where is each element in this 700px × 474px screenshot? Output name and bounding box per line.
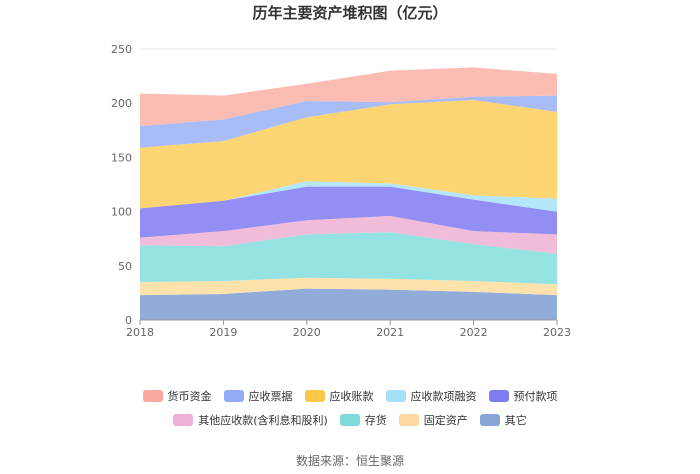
y-tick-label: 50	[118, 260, 132, 273]
legend-label: 预付款项	[513, 390, 558, 403]
x-tick-label: 2020	[293, 326, 321, 339]
x-tick-label: 2022	[460, 326, 488, 339]
area-series-预付款项	[140, 186, 557, 238]
area-series	[140, 67, 557, 320]
legend-label: 应收票据	[248, 390, 293, 403]
y-tick-label: 100	[111, 206, 132, 219]
area-series-货币资金	[140, 67, 557, 126]
legend-label: 应收账款	[329, 390, 374, 403]
x-tick-label: 2019	[209, 326, 237, 339]
area-series-其他应收款(含利息和股利)	[140, 215, 557, 254]
legend-item[interactable]: 预付款项	[488, 388, 558, 404]
legend-label: 应收款项融资	[410, 390, 477, 403]
legend-row: 货币资金 应收票据 应收账款 应收款项融资 预付款项	[0, 388, 700, 404]
y-tick-label: 250	[111, 43, 132, 56]
legend: 货币资金 应收票据 应收账款 应收款项融资 预付款项 其他应收款(含利息和股利) 存货 固定…	[0, 388, 700, 436]
legend-item[interactable]: 其它	[479, 412, 527, 428]
area-series-存货	[140, 232, 557, 285]
legend-swatch	[398, 414, 419, 426]
y-tick-label: 150	[111, 151, 132, 164]
area-series-固定资产	[140, 277, 557, 296]
legend-swatch	[339, 414, 360, 426]
legend-item[interactable]: 货币资金	[142, 388, 212, 404]
legend-item[interactable]: 存货	[339, 412, 387, 428]
legend-item[interactable]: 应收票据	[223, 388, 293, 404]
y-tick-label: 200	[111, 97, 132, 110]
legend-swatch	[223, 390, 244, 402]
x-tick-label: 2021	[376, 326, 404, 339]
legend-label: 其它	[504, 414, 527, 427]
x-tick-label: 2023	[543, 326, 571, 339]
legend-label: 存货	[364, 414, 387, 427]
x-tick-label: 2018	[126, 326, 154, 339]
legend-label: 其他应收款(含利息和股利)	[198, 414, 328, 427]
legend-swatch	[142, 390, 163, 402]
legend-label: 货币资金	[167, 390, 212, 403]
legend-row: 其他应收款(含利息和股利) 存货 固定资产 其它	[0, 412, 700, 428]
area-series-应收账款	[140, 99, 557, 209]
legend-swatch	[304, 390, 325, 402]
legend-swatch	[385, 390, 406, 402]
data-source: 数据来源：恒生聚源	[295, 454, 404, 468]
legend-item[interactable]: 其他应收款(含利息和股利)	[173, 412, 328, 428]
legend-swatch	[488, 390, 509, 402]
area-series-其它	[140, 288, 557, 320]
legend-item[interactable]: 固定资产	[398, 412, 468, 428]
legend-swatch	[173, 414, 194, 426]
legend-item[interactable]: 应收账款	[304, 388, 374, 404]
y-tick-label: 0	[125, 314, 132, 327]
area-series-应收款项融资	[140, 181, 557, 212]
stacked-area-chart: 0 50 100 150 200 250 2018 2019 2020 2021 2022 2023	[111, 43, 571, 339]
area-series-应收票据	[140, 95, 557, 148]
legend-item[interactable]: 应收款项融资	[385, 388, 477, 404]
legend-swatch	[479, 414, 500, 426]
axes: 0 50 100 150 200 250 2018 2019 2020 2021 2022 2023	[111, 43, 571, 339]
chart-title: 历年主要资产堆积图（亿元）	[252, 4, 448, 22]
legend-label: 固定资产	[423, 414, 468, 427]
